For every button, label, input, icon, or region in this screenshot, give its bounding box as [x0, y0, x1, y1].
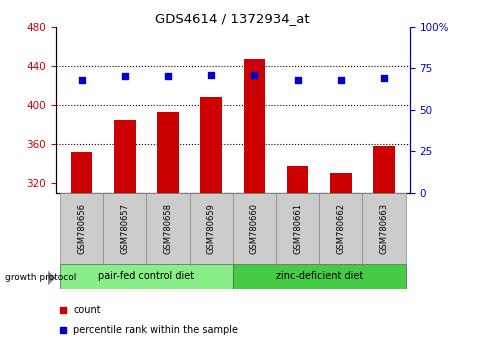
Bar [243, 59, 265, 193]
Bar [200, 97, 222, 193]
Bar [286, 166, 308, 193]
Bar [71, 152, 92, 193]
Point [59, 328, 67, 333]
Text: growth protocol: growth protocol [5, 273, 76, 282]
Text: count: count [74, 305, 101, 315]
Bar [103, 193, 146, 264]
Bar [232, 264, 405, 289]
Bar [157, 112, 179, 193]
Text: GSM780656: GSM780656 [77, 203, 86, 254]
Bar [232, 193, 275, 264]
Text: GSM780657: GSM780657 [120, 203, 129, 254]
Bar [114, 120, 136, 193]
Bar [362, 193, 405, 264]
Text: GSM780659: GSM780659 [206, 203, 215, 254]
Bar [275, 193, 318, 264]
Bar [329, 173, 351, 193]
Bar [318, 193, 362, 264]
Point [164, 74, 171, 79]
Point [379, 75, 387, 81]
Text: GSM780661: GSM780661 [292, 203, 302, 254]
Bar [189, 193, 232, 264]
Text: GSM780660: GSM780660 [249, 203, 258, 254]
Point [293, 77, 301, 82]
Text: pair-fed control diet: pair-fed control diet [98, 271, 194, 281]
Point [207, 72, 214, 78]
Polygon shape [47, 271, 55, 285]
Point [336, 77, 344, 82]
Bar [60, 193, 103, 264]
Point [250, 72, 258, 78]
Text: percentile rank within the sample: percentile rank within the sample [74, 325, 238, 336]
Text: GSM780663: GSM780663 [378, 203, 388, 254]
Text: GSM780658: GSM780658 [163, 203, 172, 254]
Point [59, 307, 67, 313]
Point [77, 77, 85, 82]
Text: GSM780662: GSM780662 [335, 203, 345, 254]
Text: zinc-deficient diet: zinc-deficient diet [275, 271, 362, 281]
Bar [146, 193, 189, 264]
Text: GDS4614 / 1372934_at: GDS4614 / 1372934_at [155, 12, 309, 25]
Bar [60, 264, 232, 289]
Bar [372, 146, 394, 193]
Point [121, 74, 128, 79]
